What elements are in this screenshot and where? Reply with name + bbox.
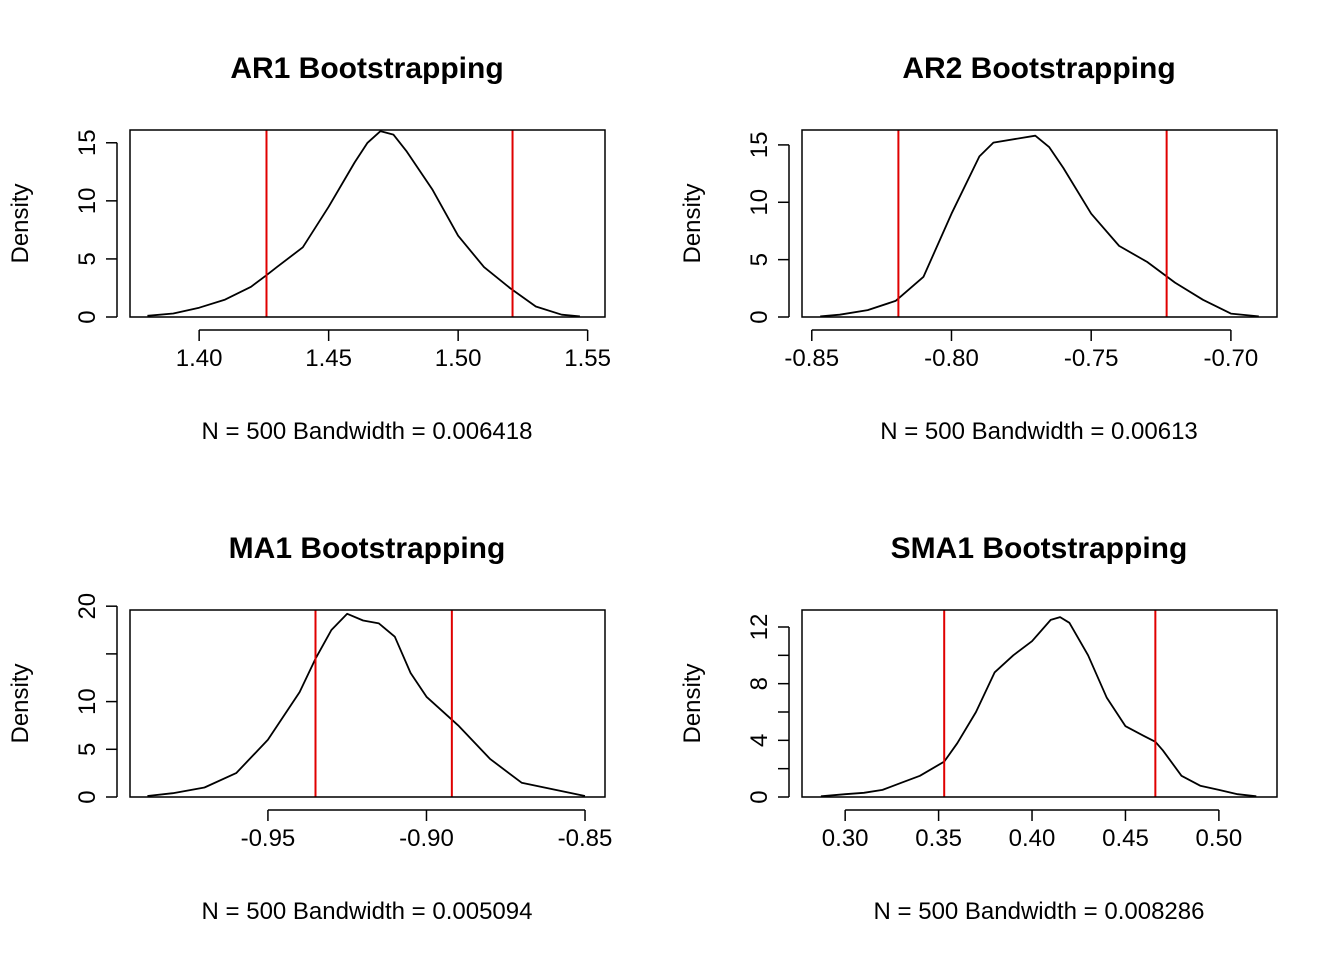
chart-3-title: SMA1 Bootstrapping [891,532,1188,565]
chart-2-x-tick-label: -0.90 [399,825,454,852]
chart-2-x-label: N = 500 Bandwidth = 0.005094 [202,898,533,925]
panel-ar1: 1.40 1.45 1.50 1.55 0 5 10 15 AR1 Bootstrapping N… [7,52,611,445]
chart-3-y-tick-label: 4 [746,734,773,747]
chart-3-x-label: N = 500 Bandwidth = 0.008286 [874,898,1205,925]
chart-0-x-tick-label: 1.50 [435,345,482,372]
chart-1-y-tick-label: 0 [746,310,773,323]
chart-0-x-label: N = 500 Bandwidth = 0.006418 [202,418,533,445]
chart-1-x-tick-label: -0.85 [784,345,839,372]
chart-3-x-tick-label: 0.45 [1102,825,1149,852]
panel-sma1: 0.30 0.35 0.40 0.45 0.50 0 4 8 12 SMA1 Bootstrapp… [679,532,1278,925]
chart-3-x-tick-label: 0.35 [915,825,962,852]
chart-3-x-tick-label: 0.50 [1196,825,1243,852]
chart-3-y-tick-label: 0 [746,790,773,803]
chart-1-y-tick-label: 5 [746,253,773,266]
chart-2-title: MA1 Bootstrapping [229,532,506,565]
chart-1-title: AR2 Bootstrapping [902,52,1175,85]
chart-1-density-curve [820,134,1259,318]
chart-0-y-tick-label: 10 [74,187,101,214]
chart-2-y-tick-label: 0 [74,790,101,803]
chart-2-plot-frame [129,609,606,798]
chart-2-x-tick-label: -0.95 [241,825,296,852]
chart-2-x-tick-label: -0.85 [558,825,613,852]
chart-1-x-tick-label: -0.75 [1064,345,1119,372]
chart-3-x-tick-label: 0.30 [822,825,869,852]
chart-1-y-tick-label: 10 [746,189,773,216]
chart-1-y-label: Density [679,183,706,263]
chart-3-x-tick-label: 0.40 [1009,825,1056,852]
chart-2-y-tick-label: 20 [74,593,101,620]
chart-0-y-tick-label: 5 [74,252,101,265]
chart-2-y-label: Density [7,663,34,743]
chart-1-plot-frame [801,129,1278,318]
chart-3-y-label: Density [679,663,706,743]
chart-3-density-curve [820,616,1257,798]
chart-0-y-tick-label: 15 [74,129,101,156]
chart-2-density-curve [147,612,586,797]
chart-2-y-tick-label: 5 [74,743,101,756]
panel-ma1: -0.95 -0.90 -0.85 0 5 10 20 MA1 Bootstrapping N … [7,532,612,925]
chart-3-y-tick-label: 8 [746,677,773,690]
chart-1-x-tick-label: -0.70 [1204,345,1259,372]
chart-3-plot-frame [801,609,1278,798]
chart-1-x-tick-label: -0.80 [924,345,979,372]
chart-2-y-tick-label: 10 [74,688,101,715]
chart-3-y-tick-label: 12 [746,614,773,641]
chart-0-density-curve [147,130,580,318]
chart-0-x-tick-label: 1.40 [176,345,223,372]
chart-0-plot-frame [129,129,606,318]
chart-0-x-tick-label: 1.55 [564,345,611,372]
chart-0-title: AR1 Bootstrapping [230,52,503,85]
panel-ar2: -0.85 -0.80 -0.75 -0.70 0 5 10 15 AR2 Bootstrapp… [679,52,1278,445]
chart-0-y-label: Density [7,183,34,263]
chart-0-y-tick-label: 0 [74,310,101,323]
chart-0-x-tick-label: 1.45 [305,345,352,372]
chart-1-y-tick-label: 15 [746,132,773,159]
chart-1-x-label: N = 500 Bandwidth = 0.00613 [880,418,1198,445]
